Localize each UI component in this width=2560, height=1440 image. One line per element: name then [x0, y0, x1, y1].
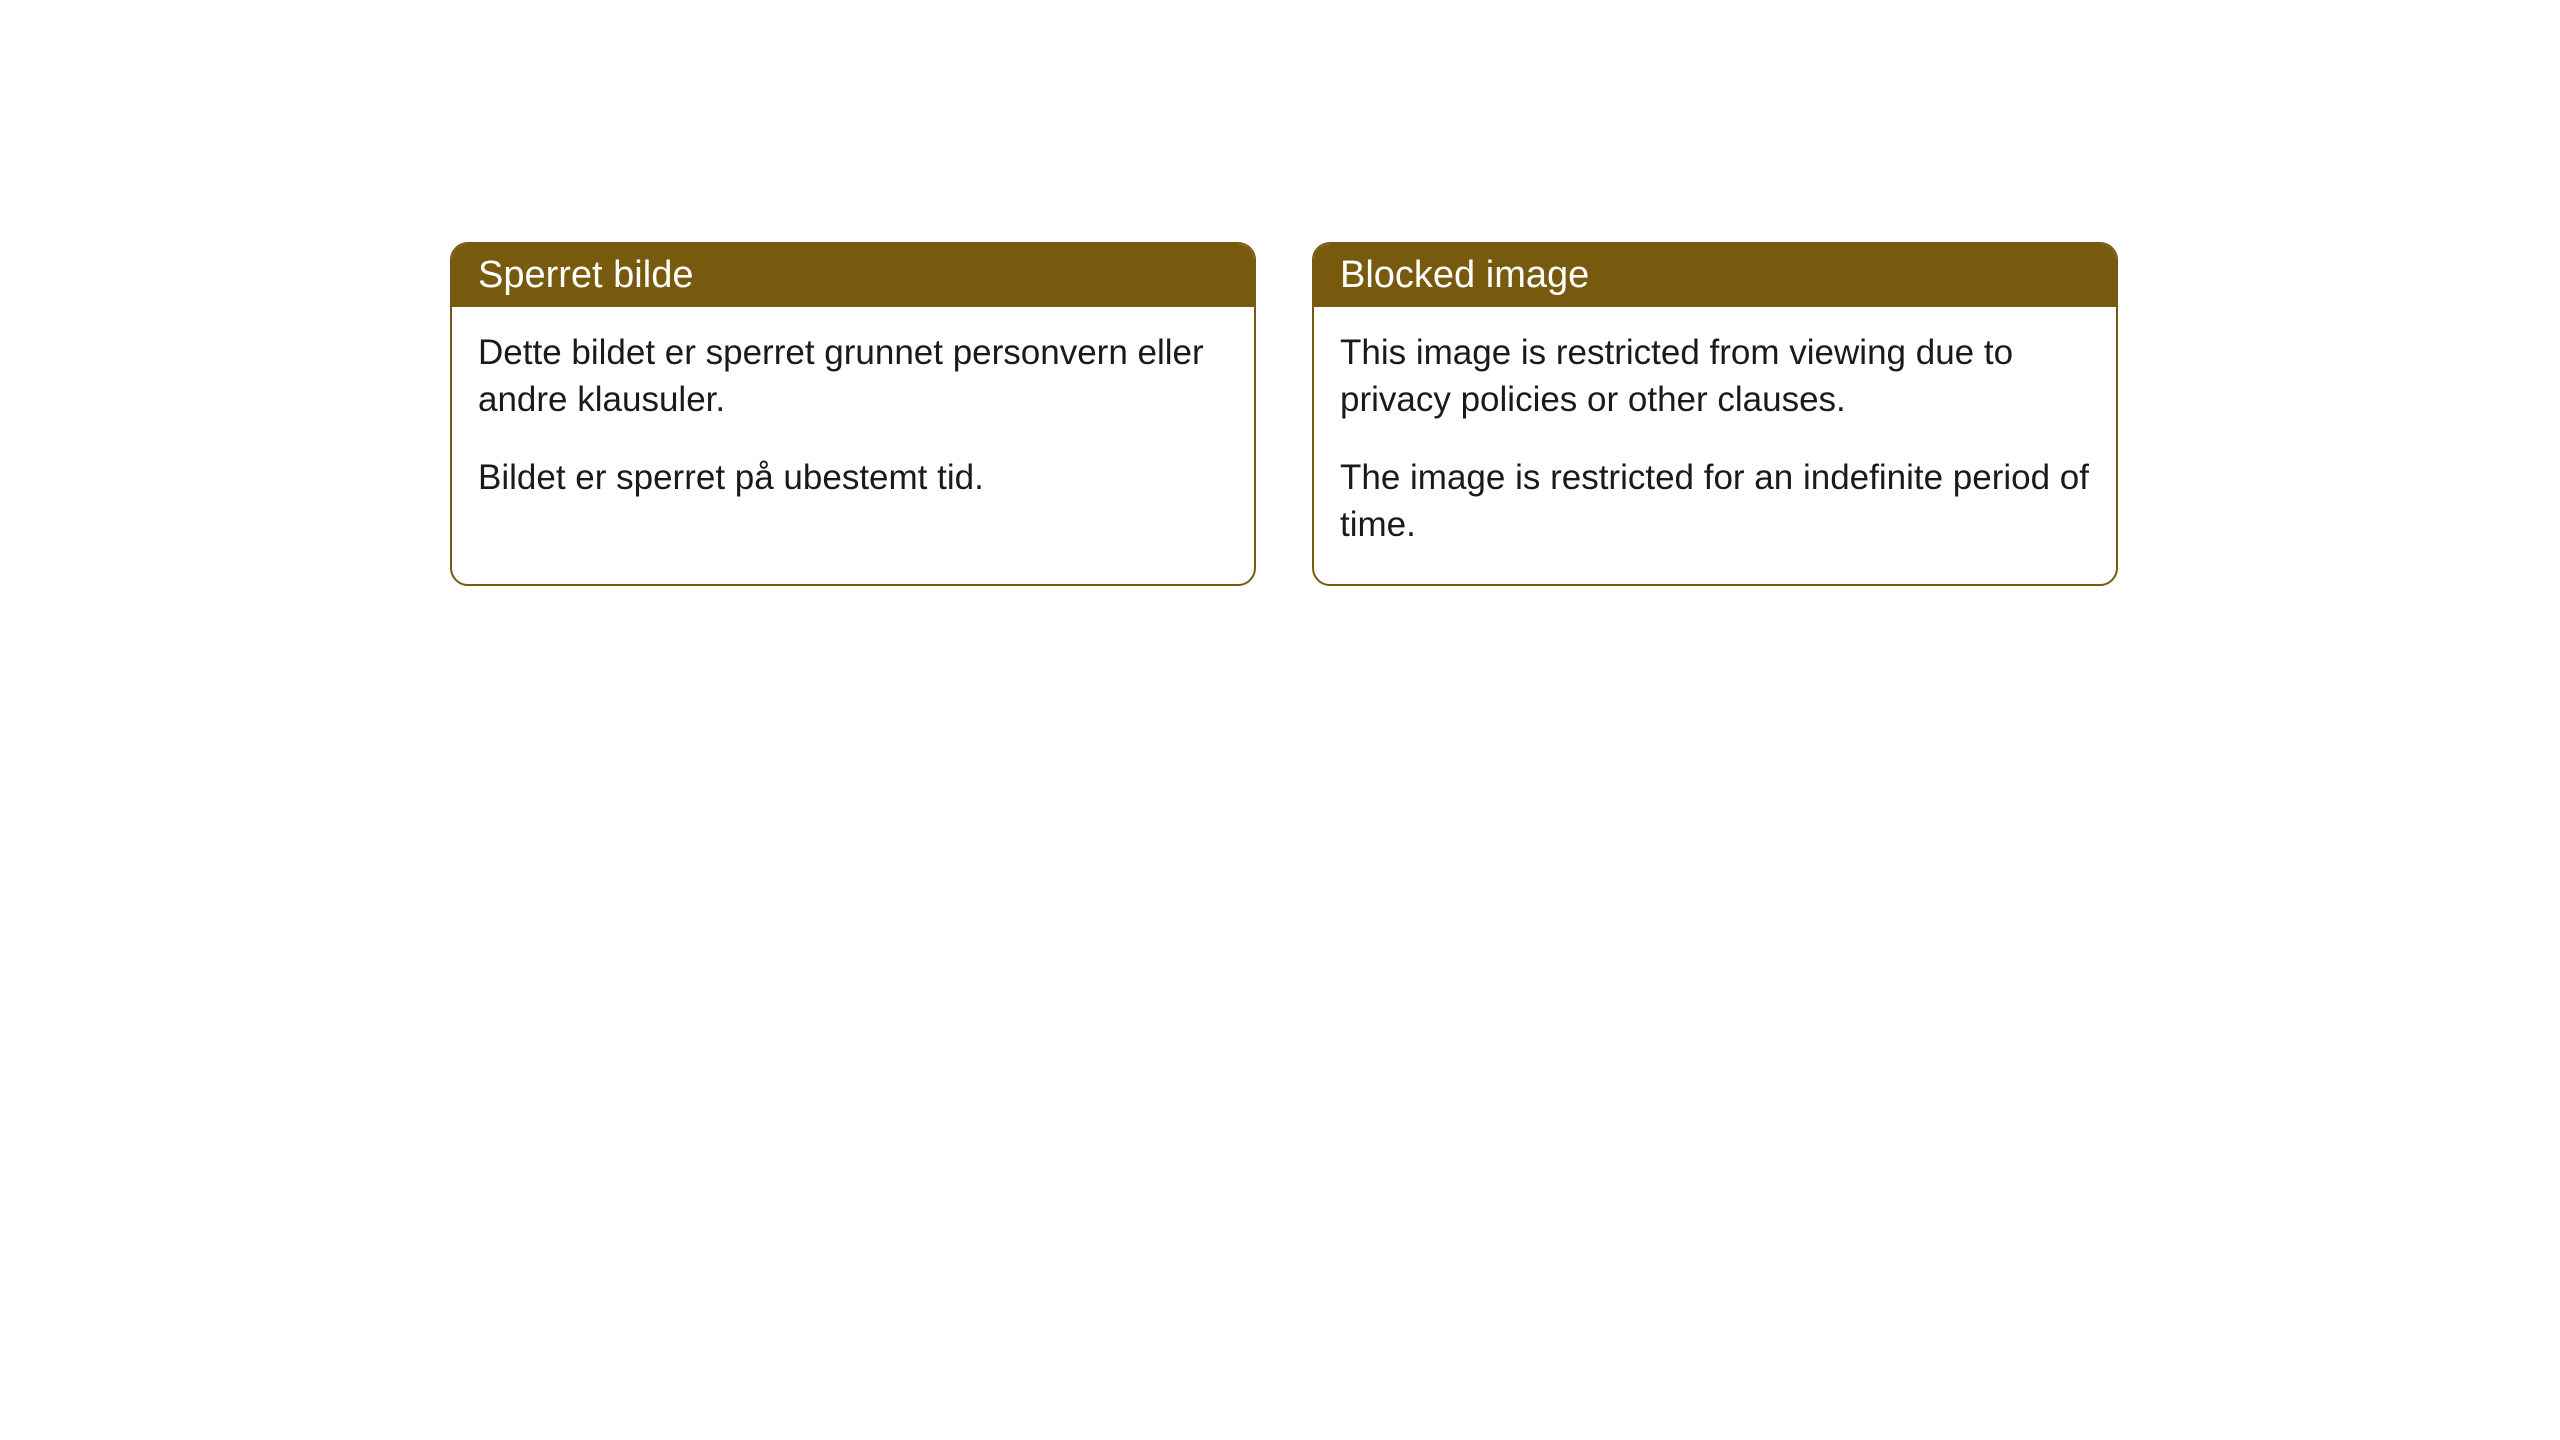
- card-body: Dette bildet er sperret grunnet personve…: [452, 307, 1254, 537]
- card-paragraph: Bildet er sperret på ubestemt tid.: [478, 454, 1228, 501]
- card-body: This image is restricted from viewing du…: [1314, 307, 2116, 584]
- notice-card-norwegian: Sperret bilde Dette bildet er sperret gr…: [450, 242, 1256, 586]
- card-title: Sperret bilde: [478, 254, 693, 296]
- card-title: Blocked image: [1340, 254, 1589, 296]
- card-paragraph: The image is restricted for an indefinit…: [1340, 454, 2090, 549]
- card-header: Blocked image: [1314, 244, 2116, 307]
- card-paragraph: Dette bildet er sperret grunnet personve…: [478, 329, 1228, 424]
- notice-cards-container: Sperret bilde Dette bildet er sperret gr…: [450, 242, 2118, 586]
- card-paragraph: This image is restricted from viewing du…: [1340, 329, 2090, 424]
- card-header: Sperret bilde: [452, 244, 1254, 307]
- notice-card-english: Blocked image This image is restricted f…: [1312, 242, 2118, 586]
